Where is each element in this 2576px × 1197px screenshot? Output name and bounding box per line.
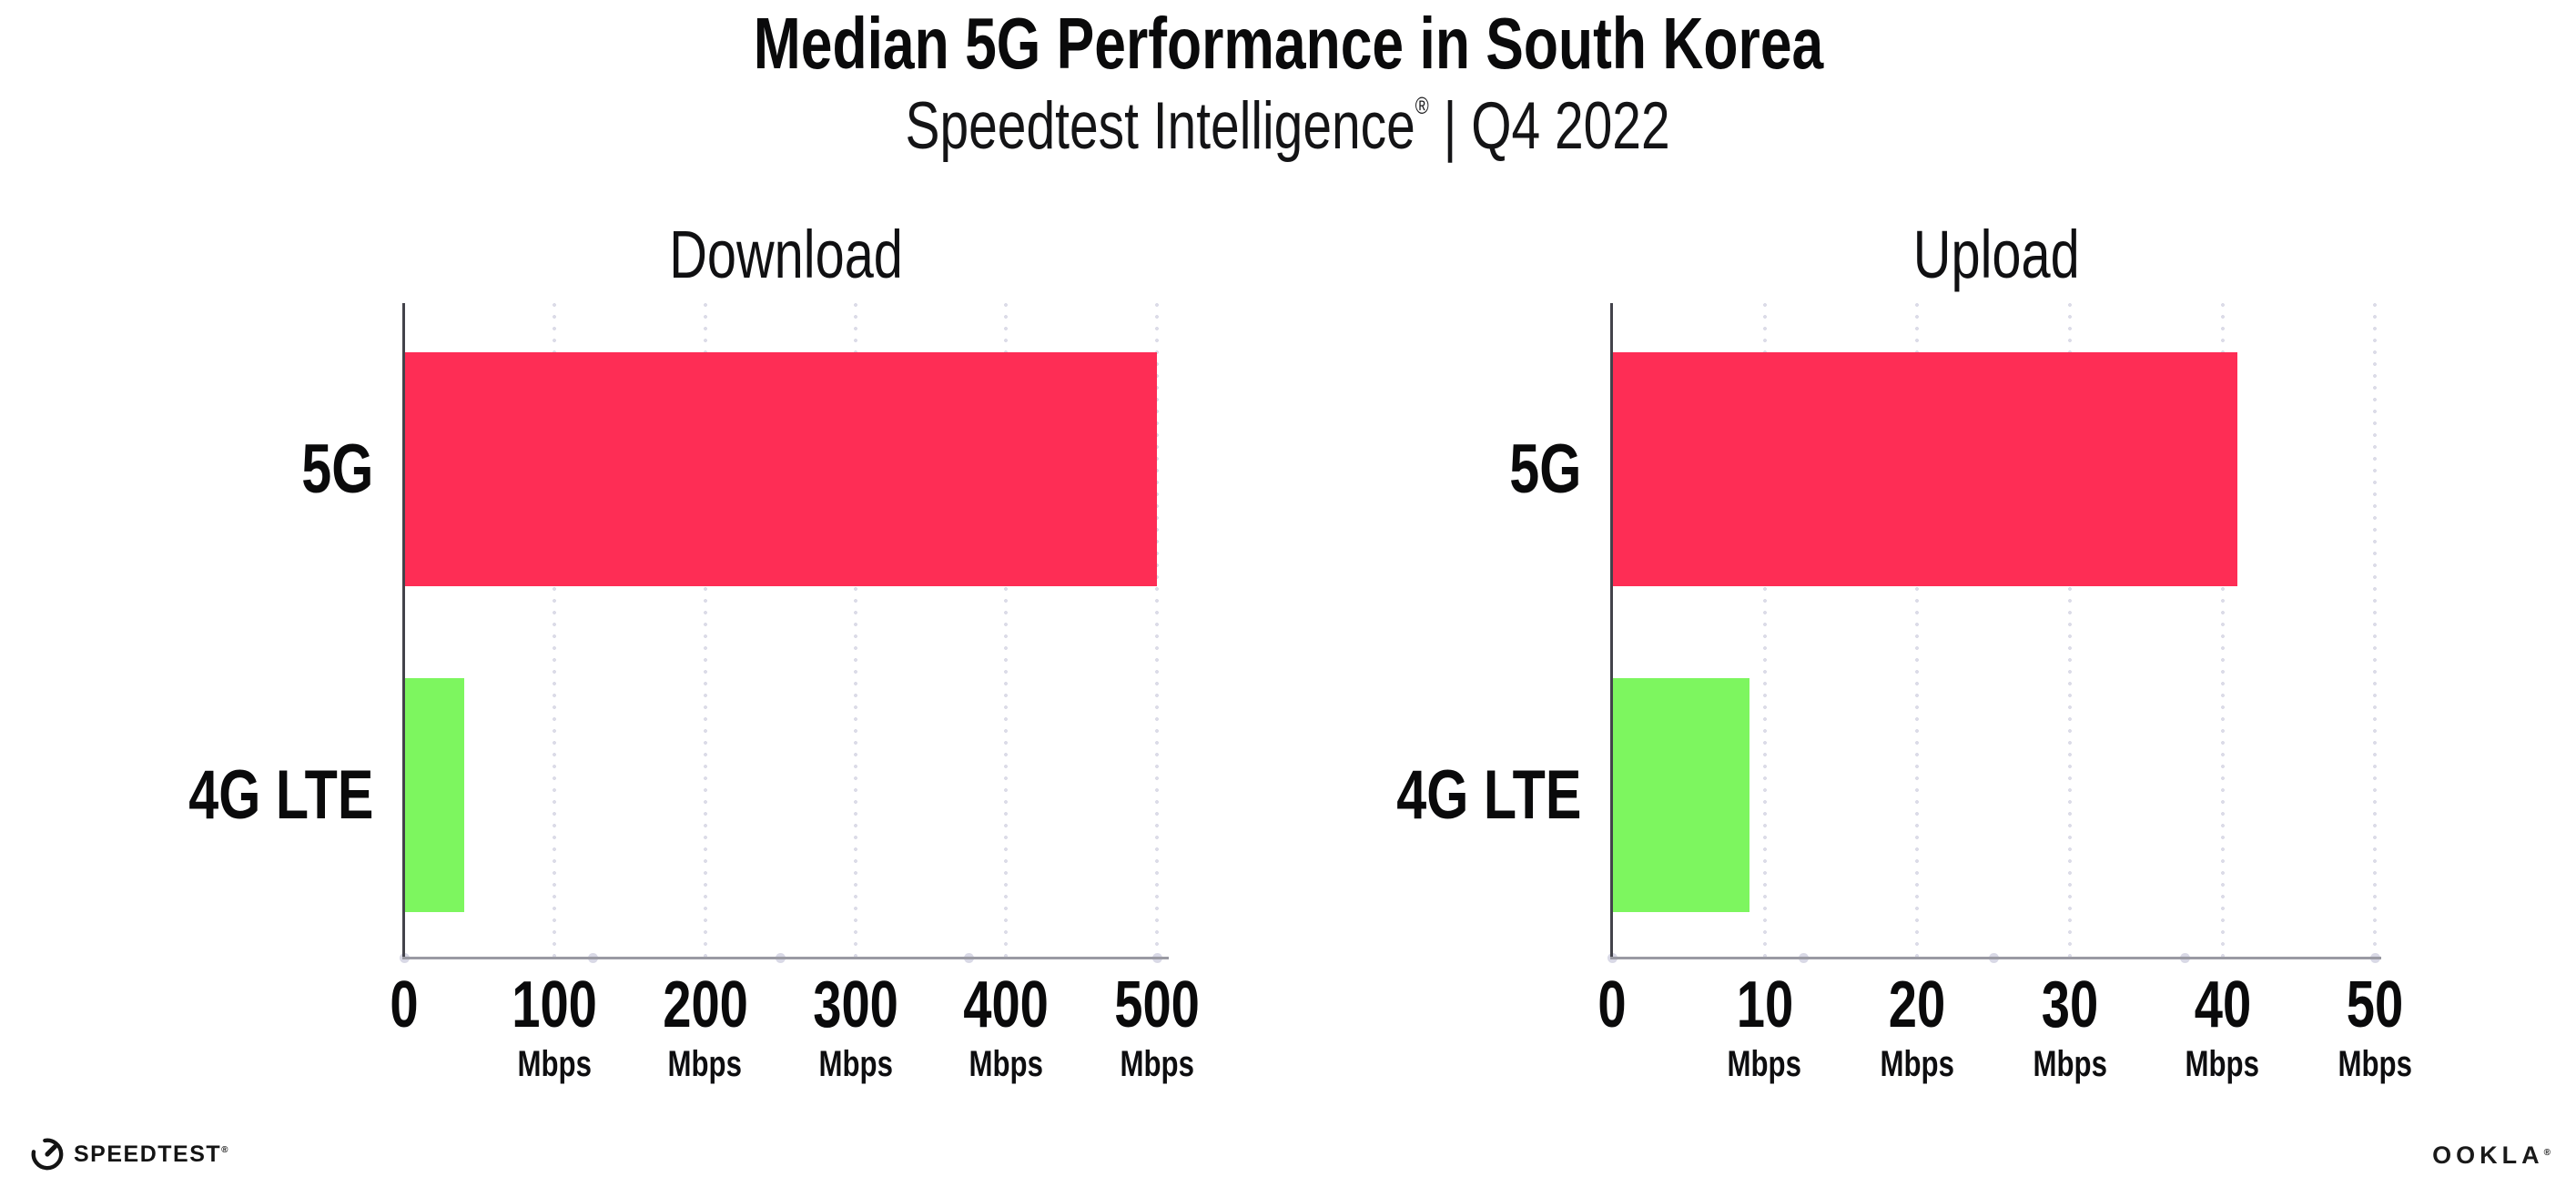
- speedtest-logo: SPEEDTEST®: [30, 1137, 228, 1172]
- axis-left-line: [402, 303, 405, 959]
- x-tick-500: 500 Mbps: [1020, 972, 1293, 1082]
- registered-mark-icon: ®: [2543, 1148, 2551, 1158]
- page-subtitle: Speedtest Intelligence® | Q4 2022: [0, 93, 2576, 159]
- x-tick-10: 10 Mbps: [1628, 972, 1902, 1082]
- subtitle-period: | Q4 2022: [1429, 89, 1671, 163]
- upload-chart: Upload 5G 4G LTE 0 10 Mbps 20 Mbps 30 Mbps 40 Mbps…: [1396, 221, 2412, 1083]
- upload-chart-title: Upload: [1913, 217, 2080, 292]
- x-tick-unit: Mbps: [667, 1044, 743, 1084]
- x-tick-400: 400 Mbps: [869, 972, 1142, 1082]
- gridline-40: [2220, 303, 2225, 958]
- x-tick-unit: Mbps: [2033, 1044, 2107, 1084]
- page-subtitle-text: Speedtest Intelligence® | Q4 2022: [906, 93, 1670, 159]
- category-label-4g-lte: 4G LTE: [1395, 756, 1581, 834]
- registered-mark-icon: ®: [1415, 92, 1430, 119]
- x-tick-20: 20 Mbps: [1780, 972, 2054, 1082]
- x-tick-unit: Mbps: [969, 1044, 1044, 1084]
- x-tick-300: 300 Mbps: [719, 972, 992, 1082]
- x-tick-0: 0: [1597, 969, 1627, 1041]
- ookla-wordmark: OOKLA: [2432, 1141, 2544, 1169]
- gridline-500: [1154, 303, 1159, 958]
- category-label-4g-lte: 4G LTE: [188, 756, 373, 834]
- axis-left-line: [1610, 303, 1613, 959]
- x-tick-unit: Mbps: [1880, 1044, 1955, 1084]
- x-tick-unit: Mbps: [818, 1044, 893, 1084]
- gridline-30: [2067, 303, 2072, 958]
- x-tick-unit: Mbps: [2338, 1044, 2413, 1084]
- page-title-text: Median 5G Performance in South Korea: [753, 3, 1823, 84]
- axis-bottom-line: [1610, 957, 2381, 959]
- bar-5g: [404, 352, 1157, 586]
- gridline-300: [854, 303, 858, 958]
- bar-5g: [1612, 352, 2238, 586]
- speedtest-wordmark: SPEEDTEST®: [74, 1141, 228, 1167]
- ookla-logo: OOKLA®: [2432, 1141, 2551, 1170]
- x-tick-100: 100 Mbps: [418, 972, 691, 1082]
- download-chart: Download 5G 4G LTE 0 100 Mbps 200 Mbps 300 Mbps 4…: [188, 221, 1200, 1083]
- upload-plot-area: 5G 4G LTE 0 10 Mbps 20 Mbps 30 Mbps 40 Mbps 50 Mbps: [1396, 303, 2412, 1082]
- speedtest-gauge-icon: [31, 1138, 64, 1171]
- download-plot-area: 5G 4G LTE 0 100 Mbps 200 Mbps 300 Mbps 400 Mbps 500…: [188, 303, 1200, 1082]
- x-tick-unit: Mbps: [2185, 1044, 2260, 1084]
- category-label-5g: 5G: [300, 430, 373, 508]
- gridline-50: [2373, 303, 2378, 958]
- x-tick-50: 50 Mbps: [2238, 972, 2511, 1082]
- x-tick-30: 30 Mbps: [1933, 972, 2206, 1082]
- gridline-100: [553, 303, 557, 958]
- x-tick-40: 40 Mbps: [2086, 972, 2359, 1082]
- gridline-10: [1762, 303, 1767, 958]
- x-tick-unit: Mbps: [1120, 1044, 1194, 1084]
- subtitle-brand: Speedtest Intelligence: [905, 89, 1416, 163]
- registered-mark-icon: ®: [221, 1144, 228, 1155]
- bar-4g-lte: [404, 678, 465, 913]
- x-tick-0: 0: [390, 969, 419, 1041]
- x-tick-unit: Mbps: [1727, 1044, 1802, 1084]
- download-chart-title: Download: [669, 217, 904, 292]
- page-title: Median 5G Performance in South Korea: [0, 7, 2576, 80]
- category-label-5g: 5G: [1508, 430, 1581, 508]
- bar-4g-lte: [1612, 678, 1749, 913]
- gridline-200: [703, 303, 707, 958]
- x-tick-unit: Mbps: [517, 1044, 593, 1084]
- gridline-20: [1915, 303, 1920, 958]
- x-tick-200: 200 Mbps: [569, 972, 842, 1082]
- gridline-400: [1004, 303, 1009, 958]
- axis-bottom-line: [402, 957, 1169, 959]
